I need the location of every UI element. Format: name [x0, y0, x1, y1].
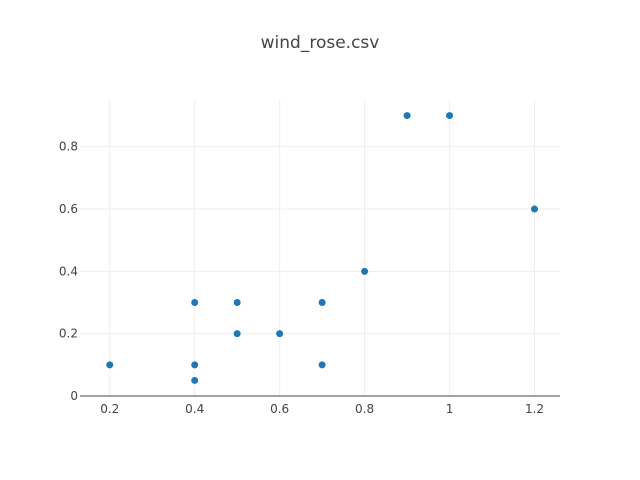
data-point[interactable] [403, 112, 411, 120]
data-point[interactable] [191, 299, 199, 307]
data-point[interactable] [191, 376, 199, 384]
data-point[interactable] [361, 267, 369, 275]
x-tick-label: 0.6 [270, 402, 289, 416]
y-tick-label: 0.6 [59, 202, 78, 216]
tick-labels: 0.2 0.4 0.6 0.8 1 1.2 0 0.2 0.4 0.6 0.8 [59, 140, 544, 416]
x-tick-label: 1.2 [525, 402, 544, 416]
x-tick-label: 1 [446, 402, 454, 416]
data-points[interactable] [106, 112, 539, 384]
data-point[interactable] [233, 299, 241, 307]
x-tick-label: 0.4 [185, 402, 204, 416]
y-tick-label: 0.4 [59, 264, 78, 278]
data-point[interactable] [191, 361, 199, 369]
data-point[interactable] [318, 299, 326, 307]
data-point[interactable] [318, 361, 326, 369]
data-point[interactable] [276, 330, 284, 338]
y-tick-label: 0.8 [59, 140, 78, 154]
data-point[interactable] [531, 205, 539, 213]
x-tick-label: 0.2 [100, 402, 119, 416]
grid-lines [80, 100, 560, 396]
data-point[interactable] [106, 361, 114, 369]
x-tick-label: 0.8 [355, 402, 374, 416]
data-point[interactable] [233, 330, 241, 338]
chart-title: wind_rose.csv [260, 33, 380, 53]
y-tick-label: 0.2 [59, 327, 78, 341]
y-tick-label: 0 [70, 389, 78, 403]
data-point[interactable] [446, 112, 454, 120]
